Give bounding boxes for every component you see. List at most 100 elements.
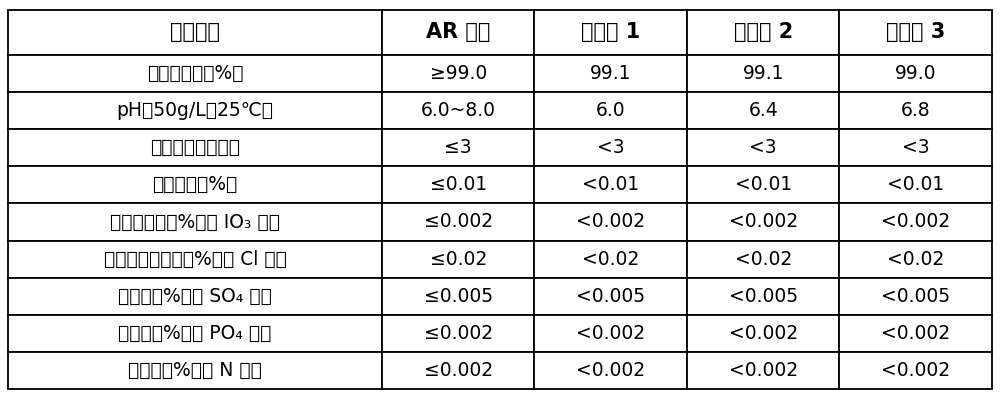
- Text: <0.002: <0.002: [576, 213, 645, 231]
- Text: <0.01: <0.01: [735, 175, 792, 194]
- Text: ≤0.02: ≤0.02: [430, 250, 487, 269]
- Bar: [687, 315, 839, 352]
- Bar: [534, 278, 687, 315]
- Text: <0.01: <0.01: [887, 175, 944, 194]
- Bar: [839, 203, 992, 241]
- Bar: [839, 10, 992, 55]
- Bar: [839, 352, 992, 389]
- Bar: [8, 352, 382, 389]
- Text: <3: <3: [749, 138, 777, 157]
- Text: <3: <3: [902, 138, 930, 157]
- Bar: [534, 241, 687, 278]
- Text: <0.002: <0.002: [881, 213, 950, 231]
- Text: 检测项目: 检测项目: [170, 22, 220, 42]
- Text: <0.005: <0.005: [881, 287, 950, 306]
- Bar: [687, 278, 839, 315]
- Text: ≤0.01: ≤0.01: [430, 175, 487, 194]
- Bar: [839, 315, 992, 352]
- Bar: [687, 10, 839, 55]
- Bar: [8, 55, 382, 92]
- Text: ≤0.002: ≤0.002: [424, 213, 493, 231]
- Text: <0.002: <0.002: [576, 324, 645, 343]
- Bar: [534, 315, 687, 352]
- Text: 6.0~8.0: 6.0~8.0: [421, 101, 496, 120]
- Text: 碘化钾含量（%）: 碘化钾含量（%）: [147, 64, 243, 83]
- Bar: [687, 241, 839, 278]
- Text: <0.002: <0.002: [729, 361, 798, 380]
- Text: <0.02: <0.02: [735, 250, 792, 269]
- Text: 氯化物及溴化物（%，以 Cl 计）: 氯化物及溴化物（%，以 Cl 计）: [104, 250, 286, 269]
- Bar: [687, 352, 839, 389]
- Text: 6.4: 6.4: [748, 101, 778, 120]
- Text: ≤0.002: ≤0.002: [424, 324, 493, 343]
- Bar: [534, 352, 687, 389]
- Text: 碘酸盐及碘（%，以 IO₃ 计）: 碘酸盐及碘（%，以 IO₃ 计）: [110, 213, 280, 231]
- Text: <0.02: <0.02: [887, 250, 944, 269]
- Text: 澄清度试验（号）: 澄清度试验（号）: [150, 138, 240, 157]
- Bar: [534, 166, 687, 203]
- Bar: [534, 203, 687, 241]
- Bar: [687, 92, 839, 129]
- Bar: [8, 241, 382, 278]
- Text: <0.02: <0.02: [582, 250, 639, 269]
- Text: ≥99.0: ≥99.0: [430, 64, 487, 83]
- Bar: [8, 129, 382, 166]
- Bar: [382, 55, 534, 92]
- Bar: [534, 129, 687, 166]
- Bar: [687, 55, 839, 92]
- Bar: [8, 10, 382, 55]
- Bar: [839, 55, 992, 92]
- Text: 6.0: 6.0: [596, 101, 626, 120]
- Text: 99.1: 99.1: [590, 64, 631, 83]
- Bar: [382, 315, 534, 352]
- Text: <0.002: <0.002: [729, 324, 798, 343]
- Bar: [382, 352, 534, 389]
- Text: 总氮量（%，以 N 计）: 总氮量（%，以 N 计）: [128, 361, 262, 380]
- Bar: [8, 166, 382, 203]
- Text: <0.005: <0.005: [576, 287, 645, 306]
- Text: <0.002: <0.002: [576, 361, 645, 380]
- Text: <0.002: <0.002: [881, 361, 950, 380]
- Bar: [382, 129, 534, 166]
- Bar: [839, 241, 992, 278]
- Text: <0.005: <0.005: [729, 287, 798, 306]
- Bar: [839, 92, 992, 129]
- Text: pH（50g/L，25℃）: pH（50g/L，25℃）: [116, 101, 273, 120]
- Bar: [687, 203, 839, 241]
- Bar: [8, 278, 382, 315]
- Text: ≤0.005: ≤0.005: [424, 287, 493, 306]
- Bar: [8, 92, 382, 129]
- Text: <0.002: <0.002: [881, 324, 950, 343]
- Bar: [8, 203, 382, 241]
- Bar: [8, 315, 382, 352]
- Text: 磷酸盐（%，以 PO₄ 计）: 磷酸盐（%，以 PO₄ 计）: [118, 324, 272, 343]
- Text: AR 标准: AR 标准: [426, 22, 490, 42]
- Bar: [382, 203, 534, 241]
- Text: 实施例 1: 实施例 1: [581, 22, 640, 42]
- Text: ≤0.002: ≤0.002: [424, 361, 493, 380]
- Bar: [839, 129, 992, 166]
- Bar: [382, 278, 534, 315]
- Text: 99.0: 99.0: [895, 64, 936, 83]
- Text: 实施例 2: 实施例 2: [734, 22, 793, 42]
- Text: 硫酸盐（%，以 SO₄ 计）: 硫酸盐（%，以 SO₄ 计）: [118, 287, 272, 306]
- Bar: [839, 278, 992, 315]
- Bar: [382, 10, 534, 55]
- Bar: [382, 241, 534, 278]
- Text: <3: <3: [597, 138, 625, 157]
- Bar: [534, 92, 687, 129]
- Bar: [839, 166, 992, 203]
- Text: 水不溶物（%）: 水不溶物（%）: [152, 175, 238, 194]
- Text: 99.1: 99.1: [742, 64, 784, 83]
- Bar: [534, 10, 687, 55]
- Bar: [687, 129, 839, 166]
- Bar: [382, 92, 534, 129]
- Bar: [382, 166, 534, 203]
- Text: <0.002: <0.002: [729, 213, 798, 231]
- Text: 实施例 3: 实施例 3: [886, 22, 945, 42]
- Text: ≤3: ≤3: [444, 138, 472, 157]
- Text: <0.01: <0.01: [582, 175, 639, 194]
- Text: 6.8: 6.8: [901, 101, 931, 120]
- Bar: [687, 166, 839, 203]
- Bar: [534, 55, 687, 92]
